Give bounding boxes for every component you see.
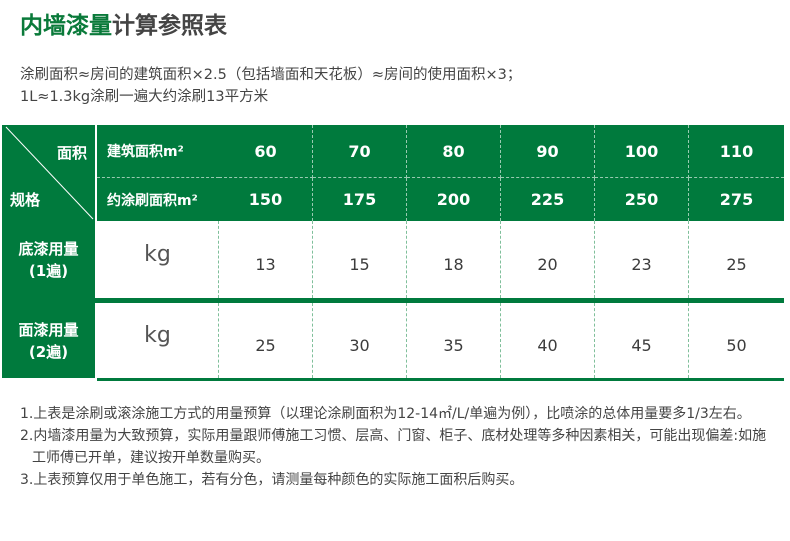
consumption-value: 25 [689, 221, 784, 298]
consumption-value: 35 [407, 303, 501, 378]
building-area-value: 90 [501, 125, 595, 178]
paint-area-value: 250 [595, 178, 689, 221]
building-area-value: 100 [595, 125, 689, 178]
consumption-value: 25 [219, 303, 313, 378]
consumption-value: 50 [689, 303, 784, 378]
note-item: 2.内墙漆用量为大致预算，实际用量跟师傅施工习惯、层高、门窗、柜子、底材处理等多… [20, 428, 767, 466]
intro-line: 1L≈1.3kg涂刷一遍大约涂刷13平方米 [20, 89, 269, 105]
row-header-building-area: 建筑面积m² [97, 125, 219, 178]
row-divider [2, 298, 784, 303]
unit-label: kg [97, 303, 219, 378]
table-bottom-line [97, 378, 784, 381]
paint-area-value: 175 [313, 178, 407, 221]
unit-label: kg [97, 221, 219, 298]
paint-area-value: 275 [689, 178, 784, 221]
row-label: 面漆用量 (2遍) [2, 303, 95, 378]
consumption-value: 30 [313, 303, 407, 378]
intro-line: 涂刷面积≈房间的建筑面积×2.5（包括墙面和天花板）≈房间的使用面积×3； [20, 67, 522, 83]
page-title: 内墙漆量计算参照表 [20, 13, 227, 39]
notes: 1.上表是涂刷或滚涂施工方式的用量预算（以理论涂刷面积为12-14㎡/L/单遍为… [20, 403, 780, 491]
intro-text: 涂刷面积≈房间的建筑面积×2.5（包括墙面和天花板）≈房间的使用面积×3； 1L… [20, 64, 521, 108]
paint-area-value: 150 [219, 178, 313, 221]
paint-area-value: 225 [501, 178, 595, 221]
building-area-value: 70 [313, 125, 407, 178]
consumption-value: 15 [313, 221, 407, 298]
building-area-value: 80 [407, 125, 501, 178]
building-area-value: 60 [219, 125, 313, 178]
consumption-value: 18 [407, 221, 501, 298]
note-item: 1.上表是涂刷或滚涂施工方式的用量预算（以理论涂刷面积为12-14㎡/L/单遍为… [20, 406, 751, 422]
note-item: 3.上表预算仅用于单色施工，若有分色，请测量每种颜色的实际施工面积后购买。 [20, 472, 524, 488]
corner-top-label: 面积 [56, 144, 87, 162]
diagonal-line [5, 126, 94, 220]
consumption-value: 45 [595, 303, 689, 378]
corner-header: 面积规格 [2, 125, 95, 221]
building-area-value: 110 [689, 125, 784, 178]
consumption-value: 40 [501, 303, 595, 378]
consumption-value: 13 [219, 221, 313, 298]
row-label: 底漆用量 (1遍) [2, 221, 95, 298]
paint-table: 面积 规格 建筑面积m² 约涂刷面积m² 60 150 70 175 80 200 90 225 100… [2, 125, 784, 381]
consumption-value: 20 [501, 221, 595, 298]
corner-bottom-label: 规格 [10, 191, 41, 209]
paint-area-value: 200 [407, 178, 501, 221]
row-header-paint-area: 约涂刷面积m² [97, 178, 219, 221]
consumption-value: 23 [595, 221, 689, 298]
